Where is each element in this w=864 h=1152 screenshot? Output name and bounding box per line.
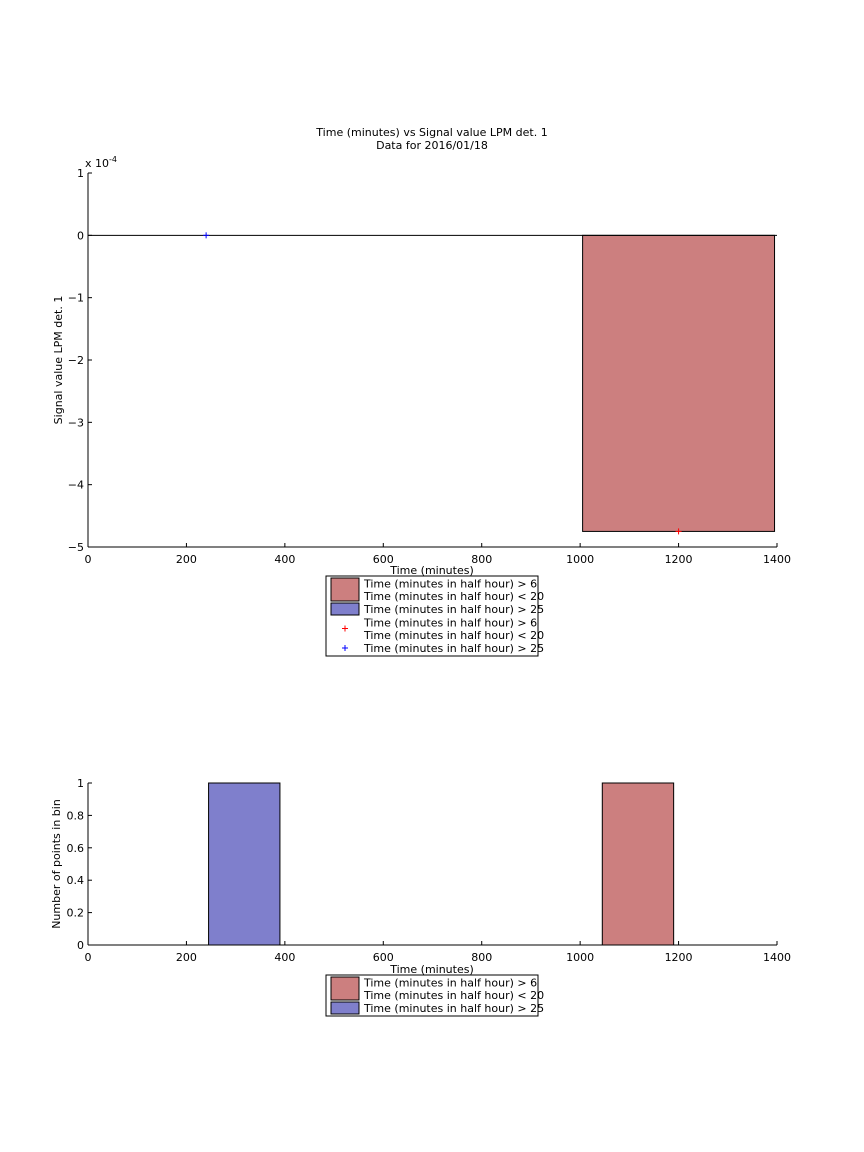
bottom-chart-y-label: Number of points in bin — [50, 799, 63, 929]
top-chart-plot: 0 200 400 600 800 1000 1200 1400 −5 −4 −3 −2 −1 0 1 — [68, 167, 791, 566]
top-y-tick-label-5: 0 — [77, 229, 84, 242]
top-y-tick-label-4: −1 — [68, 292, 84, 305]
bottom-legend-label-1-0: Time (minutes in half hour) > 25 — [363, 1002, 544, 1015]
top-point-0 — [675, 528, 682, 535]
bottom-x-tick-label-0: 0 — [85, 951, 92, 964]
top-x-tick-label-7: 1400 — [763, 553, 791, 566]
bottom-legend-label-0-0: Time (minutes in half hour) > 6 — [363, 976, 537, 989]
top-legend-label-0-1: Time (minutes in half hour) < 20 — [363, 590, 544, 603]
top-y-tick-label-1: −4 — [68, 479, 84, 492]
top-x-tick-label-6: 1200 — [665, 553, 693, 566]
top-chart-subtitle: Data for 2016/01/18 — [376, 139, 488, 152]
top-legend-label-1-0: Time (minutes in half hour) > 25 — [363, 603, 544, 616]
top-y-tick-label-2: −3 — [68, 416, 84, 429]
top-chart-y-exponent: x 10-4 — [85, 155, 117, 170]
bottom-chart: Time (minutes) Number of points in bin 0… — [50, 777, 792, 1017]
top-legend-swatch-1 — [330, 602, 360, 616]
bottom-x-tick-label-4: 800 — [471, 951, 492, 964]
top-point-1 — [203, 232, 210, 239]
top-legend-entry-1: Time (minutes in half hour) > 25 — [330, 602, 544, 616]
bottom-legend-entry-1: Time (minutes in half hour) > 25 — [330, 1001, 544, 1015]
top-y-tick-label-3: −2 — [68, 354, 84, 367]
bottom-legend-box — [325, 974, 539, 1017]
bottom-y-tick-label-4: 0.8 — [67, 809, 85, 822]
top-legend-label-3-0: Time (minutes in half hour) > 25 — [363, 642, 544, 655]
bottom-x-tick-label-3: 600 — [373, 951, 394, 964]
bottom-chart-x-label: Time (minutes) — [389, 963, 474, 976]
top-x-tick-label-2: 400 — [274, 553, 295, 566]
bottom-x-tick-label-1: 200 — [176, 951, 197, 964]
top-x-tick-label-3: 600 — [373, 553, 394, 566]
bottom-y-tick-label-0: 0 — [77, 939, 84, 952]
top-legend-label-2-1: Time (minutes in half hour) < 20 — [363, 629, 544, 642]
bottom-bar-1 — [601, 782, 675, 946]
top-legend-marker-2 — [342, 625, 348, 632]
top-legend-entry-3: Time (minutes in half hour) > 25 — [342, 642, 544, 655]
top-legend-marker-3 — [342, 645, 348, 651]
bottom-y-tick-label-3: 0.6 — [67, 842, 85, 855]
bottom-x-tick-label-6: 1200 — [665, 951, 693, 964]
top-legend-box — [325, 575, 539, 657]
top-legend-label-2-0: Time (minutes in half hour) > 6 — [363, 616, 537, 629]
bottom-y-tick-label-2: 0.4 — [67, 874, 85, 887]
top-legend-swatch-0 — [330, 577, 360, 602]
bottom-x-tick-label-7: 1400 — [763, 951, 791, 964]
top-bar-0 — [582, 234, 776, 532]
top-x-tick-label-5: 1000 — [566, 553, 594, 566]
bottom-x-tick-label-2: 400 — [274, 951, 295, 964]
bottom-legend-swatch-0 — [330, 976, 360, 1001]
top-x-tick-label-0: 0 — [85, 553, 92, 566]
bottom-chart-plot: 0 200 400 600 800 1000 1200 1400 0 0.2 0.4 0.6 0.8 1 — [67, 777, 792, 964]
top-chart-y-label: Signal value LPM det. 1 — [52, 296, 65, 425]
bottom-legend-label-0-1: Time (minutes in half hour) < 20 — [363, 989, 544, 1002]
top-y-tick-label-0: −5 — [68, 541, 84, 554]
top-chart-x-label: Time (minutes) — [389, 564, 474, 577]
top-x-tick-label-4: 800 — [471, 553, 492, 566]
top-chart: Time (minutes) vs Signal value LPM det. … — [52, 126, 791, 657]
top-x-tick-label-1: 200 — [176, 553, 197, 566]
top-chart-title: Time (minutes) vs Signal value LPM det. … — [315, 126, 547, 139]
top-y-tick-label-6: 1 — [77, 167, 84, 180]
bottom-y-tick-label-1: 0.2 — [67, 907, 85, 920]
top-legend-label-0-0: Time (minutes in half hour) > 6 — [363, 577, 537, 590]
bottom-bar-0 — [208, 782, 281, 946]
bottom-legend-swatch-1 — [330, 1001, 360, 1015]
bottom-y-tick-label-5: 1 — [77, 777, 84, 790]
bottom-x-tick-label-5: 1000 — [566, 951, 594, 964]
